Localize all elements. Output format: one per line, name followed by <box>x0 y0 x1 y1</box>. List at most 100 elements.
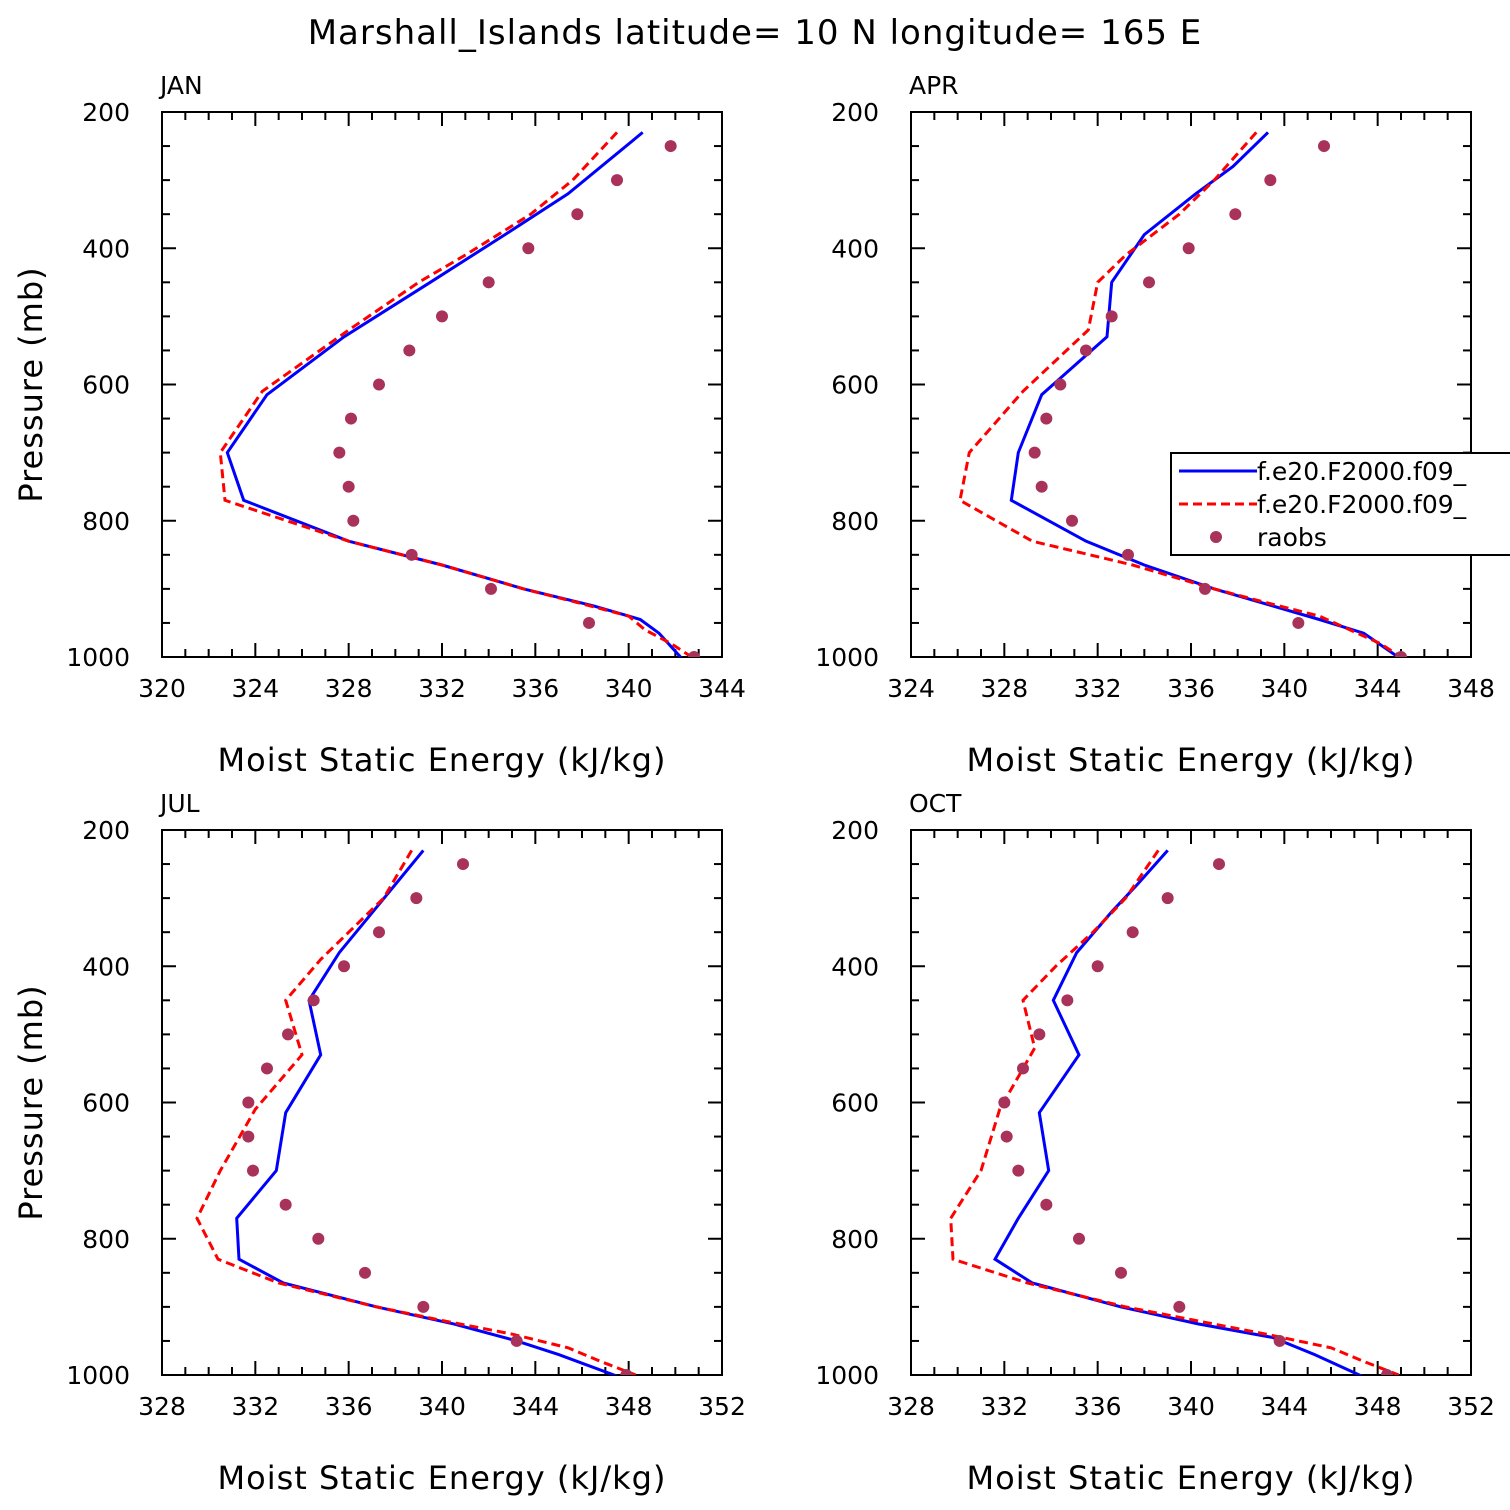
x-tick-label: 348 <box>1447 674 1495 703</box>
x-tick-label: 336 <box>1167 674 1215 703</box>
series-line-dashed <box>218 131 693 657</box>
x-tick-label: 344 <box>698 674 746 703</box>
figure-title: Marshall_Islands latitude= 10 N longitud… <box>308 13 1203 53</box>
raobs-point <box>410 892 423 905</box>
panel-oct: OCT 328 332 336 340 344 348 352 200 400 600 800 1000… <box>815 789 1494 1497</box>
y-tick-label: 800 <box>82 1225 130 1254</box>
raobs-point <box>279 1198 292 1211</box>
raobs-point <box>1066 514 1078 527</box>
legend-marker-raobs <box>1210 531 1222 543</box>
legend: f.e20.F2000.f09_ f.e20.F2000.f09_raobs <box>1170 452 1510 556</box>
series-line-dashed <box>958 131 1402 657</box>
raobs-point <box>688 651 700 657</box>
x-tick-label: 328 <box>325 674 373 703</box>
raobs-point <box>1122 548 1134 561</box>
raobs-point <box>620 1369 633 1375</box>
y-tick-label: 200 <box>831 816 879 845</box>
raobs-point <box>510 1334 523 1347</box>
raobs-point <box>417 1300 430 1313</box>
legend-label: f.e20.F2000.f09_ <box>1257 457 1467 486</box>
x-tick-label: 328 <box>138 1392 186 1421</box>
raobs-point <box>1182 242 1195 255</box>
raobs-point <box>611 174 623 187</box>
data-layer <box>949 849 1400 1375</box>
x-tick-label: 340 <box>605 674 653 703</box>
x-tick-label: 332 <box>1074 674 1122 703</box>
x-tick-label: 340 <box>1260 674 1308 703</box>
x-tick-label: 340 <box>418 1392 466 1421</box>
raobs-point <box>1173 1300 1186 1313</box>
x-tick-label: 328 <box>980 674 1028 703</box>
legend-label: f.e20.F2000.f09_ <box>1257 490 1467 519</box>
raobs-point <box>405 548 418 561</box>
raobs-point <box>1264 174 1277 187</box>
raobs-point <box>342 480 355 493</box>
y-tick-label: 1000 <box>815 1361 879 1390</box>
raobs-point <box>373 378 385 391</box>
x-tick-label: 336 <box>1074 1392 1122 1421</box>
series-line-dashed <box>195 849 637 1375</box>
raobs-point <box>242 1130 255 1143</box>
raobs-point <box>1012 1164 1025 1177</box>
x-tick-label: 344 <box>1354 674 1402 703</box>
raobs-point <box>1073 1232 1085 1245</box>
raobs-point <box>1105 310 1118 323</box>
y-tick-label: 200 <box>82 816 130 845</box>
raobs-point <box>482 276 495 289</box>
x-tick-label: 348 <box>1354 1392 1402 1421</box>
raobs-point <box>1061 994 1074 1007</box>
raobs-point <box>359 1266 371 1279</box>
x-axis-title: Moist Static Energy (kJ/kg) <box>218 741 667 779</box>
x-tick-label: 324 <box>231 674 279 703</box>
raobs-point <box>1143 276 1155 289</box>
y-tick-label: 600 <box>831 371 879 400</box>
series-line-dashed <box>949 849 1400 1375</box>
y-tick-label: 1000 <box>66 1361 130 1390</box>
raobs-point <box>282 1028 294 1041</box>
raobs-point <box>485 582 497 595</box>
raobs-point <box>1091 960 1104 973</box>
raobs-point <box>1161 892 1174 905</box>
series-line-solid <box>225 131 683 657</box>
raobs-point <box>1033 1028 1046 1041</box>
raobs-point <box>312 1232 325 1245</box>
raobs-point <box>333 446 346 459</box>
raobs-point <box>1318 140 1330 153</box>
x-tick-label: 332 <box>231 1392 279 1421</box>
x-tick-label: 328 <box>887 1392 935 1421</box>
y-tick-label: 600 <box>82 371 130 400</box>
y-tick-label: 1000 <box>815 643 879 672</box>
legend-label: raobs <box>1257 523 1327 552</box>
x-tick-label: 340 <box>1167 1392 1215 1421</box>
raobs-point <box>1040 412 1053 425</box>
panel-label: JAN <box>158 71 203 100</box>
x-axis-title: Moist Static Energy (kJ/kg) <box>218 1459 667 1497</box>
y-tick-label: 400 <box>82 952 130 981</box>
raobs-point <box>1395 651 1407 657</box>
panels: JAN 320 324 328 332 336 340 344 200 400 600 800 1000… <box>12 71 1510 1497</box>
raobs-point <box>345 412 357 425</box>
y-tick-label: 400 <box>831 952 879 981</box>
x-tick-label: 352 <box>1447 1392 1495 1421</box>
raobs-point <box>307 994 320 1007</box>
y-axis-title: Pressure (mb) <box>12 984 50 1220</box>
y-tick-label: 400 <box>82 234 130 263</box>
raobs-point <box>1028 446 1041 459</box>
y-tick-label: 600 <box>831 1089 879 1118</box>
raobs-point <box>1229 208 1242 221</box>
y-tick-label: 800 <box>831 507 879 536</box>
data-layer <box>195 849 637 1375</box>
raobs-point <box>247 1164 259 1177</box>
series-line-solid <box>1009 131 1401 657</box>
raobs-point <box>338 960 350 973</box>
raobs-point <box>522 242 535 255</box>
raobs-point <box>1213 858 1225 871</box>
panel-label: APR <box>909 71 959 100</box>
raobs-point <box>664 140 677 153</box>
raobs-point <box>1381 1369 1393 1375</box>
raobs-point <box>1017 1062 1029 1075</box>
x-tick-label: 344 <box>1260 1392 1308 1421</box>
raobs-point <box>1126 926 1139 939</box>
x-tick-label: 352 <box>698 1392 746 1421</box>
x-tick-label: 344 <box>511 1392 559 1421</box>
